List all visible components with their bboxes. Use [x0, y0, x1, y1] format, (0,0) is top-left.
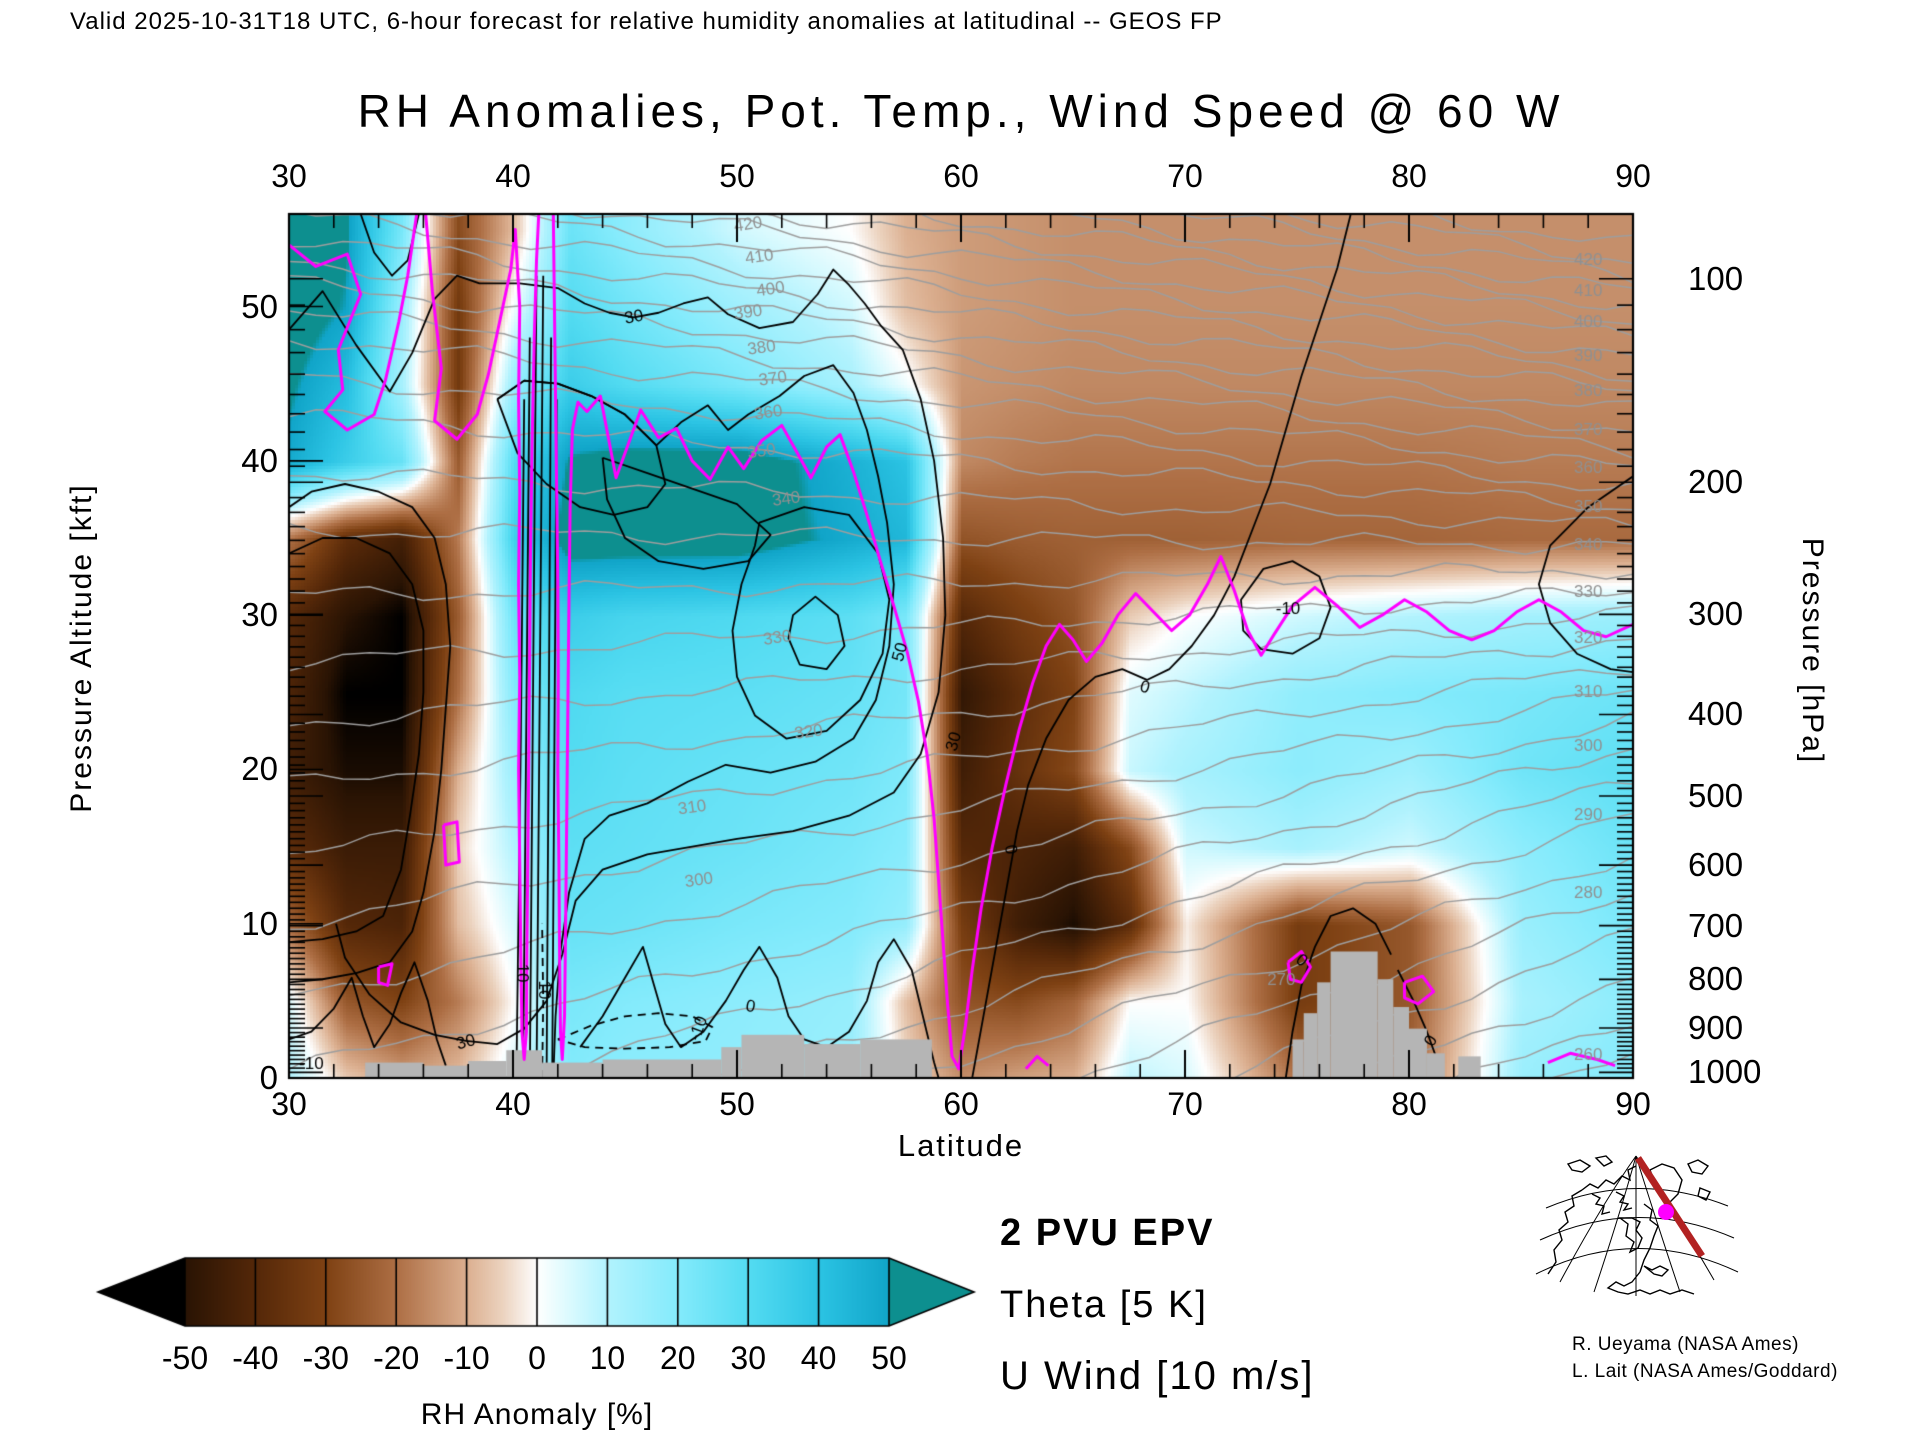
left-kft-tick-10: 10 — [241, 904, 278, 942]
left-kft-tick-40: 40 — [241, 441, 278, 479]
right-hpa-tick-1000: 1000 — [1688, 1053, 1762, 1091]
colorbar-tick-50: 50 — [871, 1340, 907, 1376]
colorbar-tick-40: 40 — [800, 1340, 837, 1376]
right-hpa-tick-200: 200 — [1688, 463, 1744, 501]
colorbar-tick--10: -10 — [443, 1340, 490, 1376]
right-hpa-tick-700: 700 — [1688, 906, 1744, 944]
bottom-lat-tick-60: 60 — [943, 1086, 979, 1122]
colorbar-tick--20: -20 — [373, 1340, 420, 1376]
bottom-lat-tick-50: 50 — [719, 1086, 755, 1122]
top-lat-tick-30: 30 — [271, 158, 307, 194]
left-kft-tick-50: 50 — [241, 287, 278, 325]
location-inset-map — [1535, 1155, 1739, 1296]
bottom-lat-tick-90: 90 — [1615, 1086, 1651, 1122]
colorbar-caption: RH Anomaly [%] — [420, 1398, 654, 1431]
colorbar-tick--50: -50 — [161, 1340, 209, 1376]
top-lat-tick-90: 90 — [1615, 158, 1651, 194]
left-axis-title: Pressure Altitude [kft] — [65, 483, 98, 813]
top-lat-tick-40: 40 — [495, 158, 531, 194]
right-hpa-tick-800: 800 — [1688, 960, 1744, 998]
right-hpa-tick-600: 600 — [1688, 846, 1744, 884]
colorbar-tick-0: 0 — [528, 1340, 546, 1376]
right-hpa-tick-300: 300 — [1688, 595, 1744, 633]
legend-uwind: U Wind [10 m/s] — [1000, 1354, 1315, 1398]
bottom-lat-tick-80: 80 — [1391, 1086, 1427, 1122]
colorbar-tick-30: 30 — [730, 1340, 766, 1376]
coastlines — [1547, 1155, 1711, 1295]
legend-epv: 2 PVU EPV — [1000, 1212, 1215, 1254]
left-kft-tick-0: 0 — [259, 1059, 278, 1096]
cross-section-marker — [1658, 1204, 1674, 1220]
top-lat-tick-50: 50 — [719, 158, 755, 194]
colorbar-tick-20: 20 — [660, 1340, 696, 1376]
bottom-lat-tick-70: 70 — [1167, 1086, 1203, 1122]
colorbar-tick--40: -40 — [232, 1340, 279, 1376]
legend-theta: Theta [5 K] — [1000, 1284, 1208, 1326]
page-title: RH Anomalies, Pot. Temp., Wind Speed @ 6… — [357, 85, 1565, 137]
right-hpa-tick-500: 500 — [1688, 776, 1744, 814]
right-axis-title: Pressure [hPa] — [1796, 537, 1829, 765]
colorbar-tick-10: 10 — [589, 1340, 626, 1376]
left-kft-tick-30: 30 — [241, 596, 278, 634]
left-kft-tick-20: 20 — [241, 750, 278, 788]
right-hpa-tick-900: 900 — [1688, 1008, 1744, 1046]
credit-line-2: L. Lait (NASA Ames/Goddard) — [1572, 1361, 1838, 1382]
bottom-lat-tick-40: 40 — [495, 1086, 531, 1122]
validity-header: Valid 2025-10-31T18 UTC, 6-hour forecast… — [70, 8, 1223, 35]
colorbar-tick--30: -30 — [302, 1340, 349, 1376]
credit-line-1: R. Ueyama (NASA Ames) — [1572, 1334, 1799, 1355]
top-lat-tick-60: 60 — [943, 158, 979, 194]
x-axis-title: Latitude — [897, 1128, 1025, 1163]
top-lat-tick-80: 80 — [1391, 158, 1427, 194]
right-hpa-tick-400: 400 — [1688, 695, 1744, 733]
right-hpa-tick-100: 100 — [1688, 259, 1744, 297]
top-lat-tick-70: 70 — [1167, 158, 1203, 194]
bottom-lat-tick-30: 30 — [271, 1086, 307, 1122]
